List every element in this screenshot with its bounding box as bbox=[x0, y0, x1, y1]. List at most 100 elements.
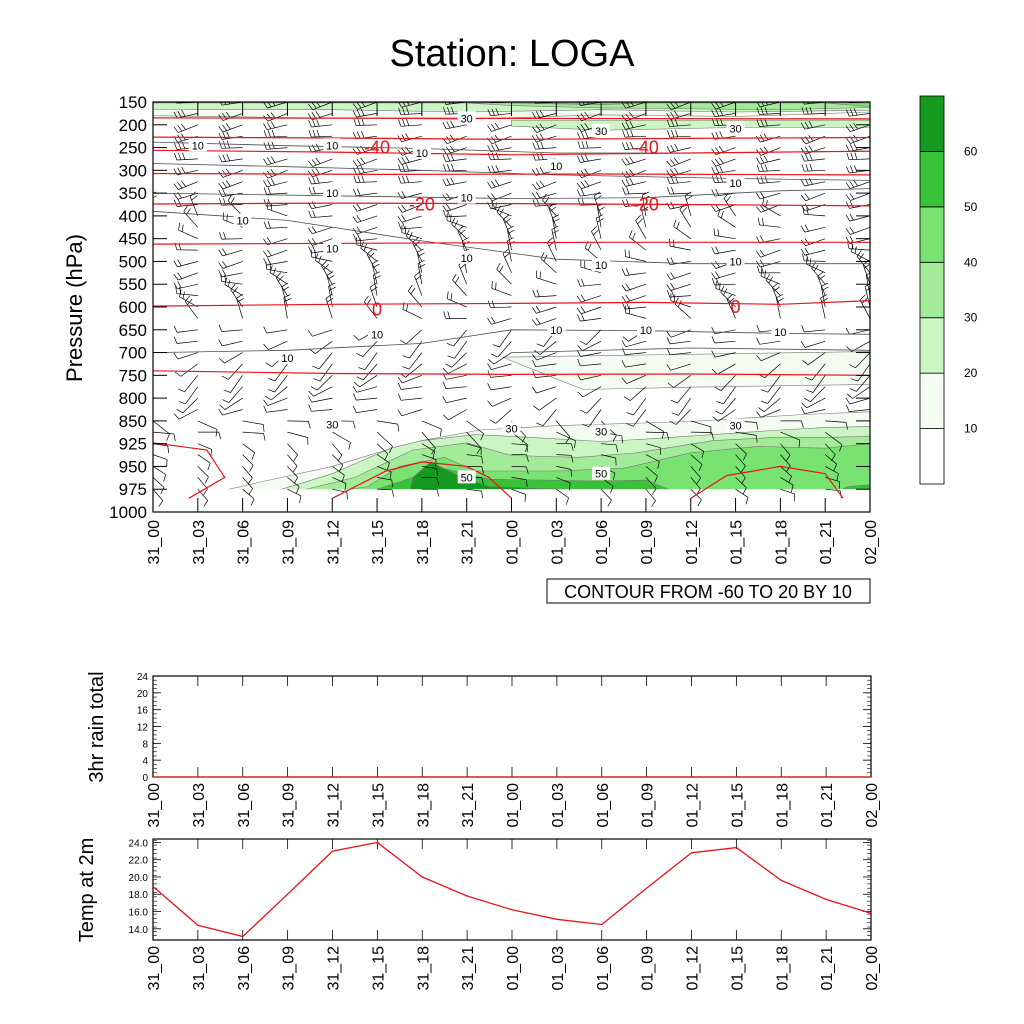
wind-barb bbox=[713, 228, 736, 240]
wind-barb bbox=[263, 198, 288, 207]
wind-barb bbox=[397, 214, 423, 223]
pressure-tick-label: 950 bbox=[119, 457, 147, 476]
wind-barb bbox=[307, 111, 333, 121]
wind-barb bbox=[397, 155, 422, 165]
wind-barb bbox=[218, 131, 243, 140]
wind-barb bbox=[402, 352, 423, 370]
wind-barb bbox=[800, 134, 826, 145]
wind-barb bbox=[626, 397, 647, 416]
wind-barb bbox=[758, 397, 781, 412]
wind-barb bbox=[360, 241, 378, 262]
wind-barb bbox=[576, 294, 602, 303]
wind-barb bbox=[442, 381, 467, 389]
wind-barb bbox=[173, 199, 198, 207]
wind-barb bbox=[310, 375, 333, 391]
wind-barb bbox=[805, 256, 826, 274]
pressure-tick-label: 850 bbox=[119, 412, 147, 431]
temperature-contours bbox=[153, 117, 870, 499]
pressure-tick-label: 800 bbox=[119, 389, 147, 408]
wind-barb bbox=[532, 180, 557, 190]
wind-barb bbox=[533, 397, 557, 411]
wind-barb bbox=[577, 358, 602, 367]
humidity-contour-line bbox=[153, 188, 870, 200]
wind-barb bbox=[600, 488, 612, 507]
time-tick-label: 01_00 bbox=[505, 520, 522, 565]
wind-barb bbox=[556, 454, 574, 463]
wind-barb bbox=[263, 178, 288, 188]
humidity-band bbox=[511, 119, 870, 131]
wind-barb bbox=[548, 203, 557, 228]
y-tick-label: 0 bbox=[142, 773, 148, 784]
wind-barb bbox=[757, 217, 781, 228]
wind-barb bbox=[845, 397, 870, 405]
wind-barb bbox=[352, 203, 378, 212]
wind-barb bbox=[242, 454, 254, 472]
wind-barb bbox=[443, 209, 467, 218]
wind-barb bbox=[756, 191, 781, 200]
wind-barb bbox=[421, 488, 440, 497]
wind-barb bbox=[153, 454, 168, 467]
wind-barb bbox=[178, 386, 199, 405]
pressure-axis: 1502002503003504004505005506006507007508… bbox=[109, 93, 870, 522]
temp2m-frame bbox=[152, 838, 872, 941]
wind-barb bbox=[263, 397, 288, 406]
wind-barb bbox=[263, 257, 288, 266]
wind-barb bbox=[645, 477, 657, 495]
time-tick-label: 31_00 bbox=[146, 520, 163, 565]
wind-barb bbox=[242, 431, 266, 441]
rain-frame bbox=[152, 675, 872, 778]
wind-barb bbox=[218, 352, 243, 364]
wind-barb bbox=[175, 286, 198, 296]
pressure-tick-label: 400 bbox=[119, 207, 147, 226]
wind-barb bbox=[184, 295, 199, 319]
temperature-contour-line bbox=[153, 172, 870, 176]
humidity-contour-label: 10 bbox=[595, 260, 607, 272]
wind-barb bbox=[321, 260, 333, 285]
colorbar-bin bbox=[919, 372, 945, 429]
wind-barb bbox=[800, 340, 826, 348]
time-axis-top: 31_00 31_03 31_06 31_09 31_12 31_15 31_18 31_21… bbox=[146, 102, 880, 565]
wind-barb bbox=[576, 306, 602, 315]
wind-barb bbox=[173, 409, 198, 420]
wind-barb bbox=[780, 466, 792, 484]
wind-barb bbox=[487, 363, 512, 370]
wind-barb bbox=[287, 454, 298, 473]
wind-barb bbox=[756, 155, 781, 165]
time-tick-label: 01_15 bbox=[729, 783, 746, 828]
wind-barb bbox=[352, 215, 378, 223]
wind-barb bbox=[772, 282, 781, 308]
wind-barb bbox=[711, 102, 736, 110]
time-tick-label: 01_06 bbox=[594, 520, 611, 565]
colorbar-bin bbox=[919, 428, 945, 485]
pressure-tick-label: 750 bbox=[119, 366, 147, 385]
wind-barb bbox=[353, 118, 378, 126]
wind-barb bbox=[269, 265, 288, 285]
wind-barb bbox=[352, 226, 378, 235]
time-tick-label: 01_09 bbox=[639, 520, 656, 565]
wind-barb bbox=[621, 374, 647, 384]
wind-barb bbox=[466, 443, 482, 456]
wind-barb bbox=[153, 477, 165, 495]
wind-barb bbox=[308, 210, 333, 219]
wind-barb bbox=[263, 102, 288, 109]
wind-barb bbox=[242, 466, 253, 485]
time-tick-label: 01_15 bbox=[729, 946, 746, 991]
wind-barb bbox=[716, 386, 736, 405]
wind-barb bbox=[760, 268, 781, 285]
humidity-contour-label: 10 bbox=[729, 178, 741, 190]
wind-barb bbox=[376, 443, 389, 461]
wind-barb bbox=[845, 200, 870, 209]
wind-barb bbox=[621, 268, 646, 276]
wind-barb bbox=[623, 386, 647, 401]
colorbar-bin bbox=[919, 261, 945, 319]
time-tick-label: 31_21 bbox=[460, 783, 477, 828]
wind-barb bbox=[312, 352, 333, 370]
wind-barb bbox=[845, 122, 870, 133]
wind-barb bbox=[711, 350, 736, 358]
wind-barb bbox=[645, 466, 658, 483]
wind-barb bbox=[801, 163, 826, 172]
wind-barb bbox=[621, 121, 646, 130]
wind-barb bbox=[283, 294, 292, 319]
wind-barb bbox=[621, 156, 647, 166]
wind-barb bbox=[577, 313, 602, 322]
